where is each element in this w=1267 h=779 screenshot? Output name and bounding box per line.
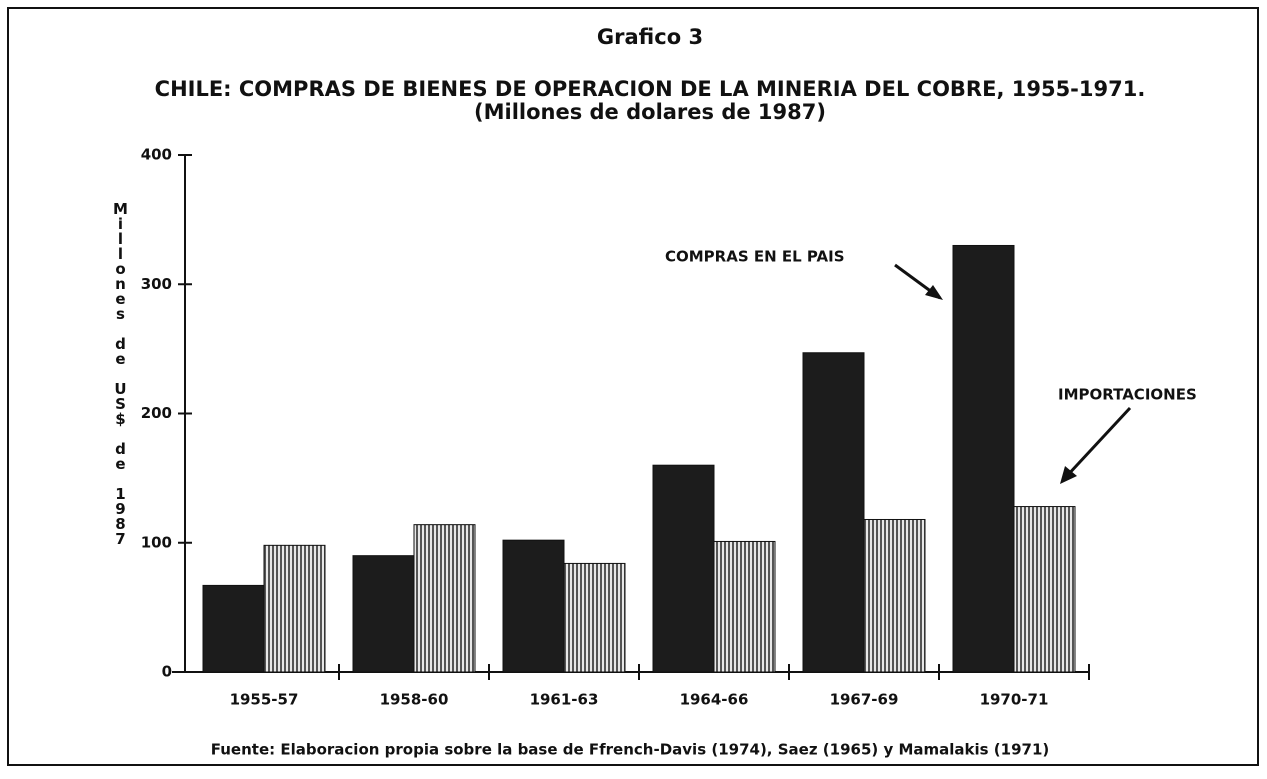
legend-arrowhead (1060, 466, 1077, 484)
bar (352, 555, 415, 673)
y-axis-label: Millones de US$ de 1987 (112, 200, 130, 545)
x-tick-label: 1955-57 (230, 691, 299, 709)
bar (802, 352, 865, 673)
bar (263, 544, 326, 673)
x-tick-label: 1967-69 (830, 691, 899, 709)
legend-label: IMPORTACIONES (1058, 386, 1197, 404)
bar (502, 539, 565, 673)
legend-arrow (1063, 406, 1132, 480)
y-tick-label: 100 (141, 533, 172, 551)
bar (863, 518, 926, 673)
y-tick-label: 0 (162, 663, 172, 681)
x-tick-label: 1961-63 (530, 691, 599, 709)
source-note: Fuente: Elaboracion propia sobre la base… (211, 741, 1050, 759)
y-tick-label: 300 (141, 275, 172, 293)
bar (952, 244, 1015, 673)
x-tick-label: 1958-60 (380, 691, 449, 709)
chart-subtitle: (Millones de dolares de 1987) (474, 100, 826, 124)
bar (563, 562, 626, 673)
bar (652, 464, 715, 673)
frame (7, 7, 1259, 766)
chart-label: Grafico 3 (597, 25, 703, 49)
bar (713, 540, 776, 673)
chart-title: CHILE: COMPRAS DE BIENES DE OPERACION DE… (155, 77, 1146, 101)
y-tick-label: 200 (141, 404, 172, 422)
bar (202, 584, 265, 673)
bar (413, 524, 476, 673)
x-tick-label: 1964-66 (680, 691, 749, 709)
legend-label: COMPRAS EN EL PAIS (665, 248, 845, 266)
y-tick-label: 400 (141, 146, 172, 164)
legend-arrowhead (925, 285, 943, 300)
x-tick-label: 1970-71 (980, 691, 1049, 709)
bar (1013, 506, 1076, 673)
